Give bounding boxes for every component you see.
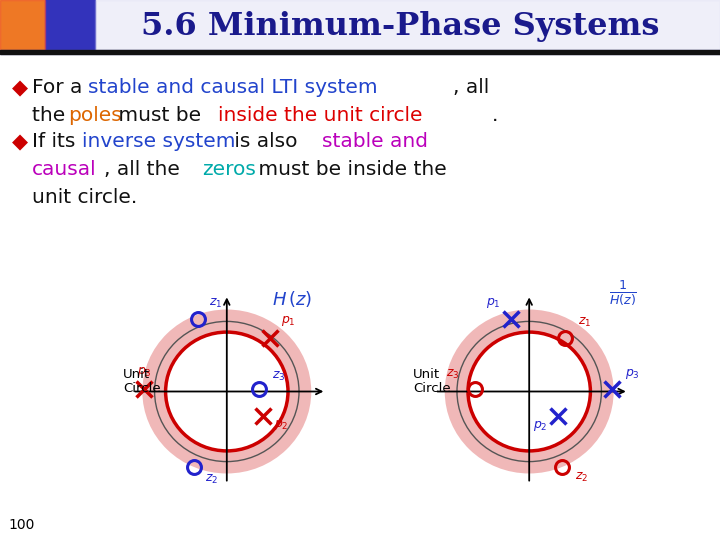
Bar	[0, 0, 45, 50]
Ellipse shape	[468, 332, 590, 451]
Text: must be inside the: must be inside the	[252, 160, 446, 179]
Bar	[0, 0, 45, 50]
Text: $\frac{1}{H(z)}$: $\frac{1}{H(z)}$	[609, 279, 636, 308]
Text: is also: is also	[228, 132, 304, 151]
Text: $z_{3}$: $z_{3}$	[446, 368, 460, 381]
Text: $z_{3}$: $z_{3}$	[272, 370, 286, 383]
Text: $z_{2}$: $z_{2}$	[575, 471, 588, 484]
Bar	[0, 50, 720, 54]
Text: must be: must be	[112, 106, 207, 125]
Text: ◆: ◆	[12, 78, 28, 98]
Text: unit circle.: unit circle.	[32, 188, 138, 207]
Text: $z_{1}$: $z_{1}$	[209, 298, 222, 310]
Text: $z_{1}$: $z_{1}$	[578, 316, 592, 329]
Text: Unit
Circle: Unit Circle	[413, 368, 451, 395]
Text: 100: 100	[8, 518, 35, 532]
Text: $p_{2}$: $p_{2}$	[533, 419, 547, 433]
Ellipse shape	[166, 332, 288, 451]
Text: causal: causal	[32, 160, 96, 179]
Text: the: the	[32, 106, 71, 125]
Text: For a: For a	[32, 78, 89, 97]
Bar	[45, 0, 95, 50]
Text: $p_{1}$: $p_{1}$	[281, 314, 295, 328]
Text: stable and: stable and	[322, 132, 428, 151]
Text: ◆: ◆	[12, 132, 28, 152]
Bar	[95, 0, 720, 50]
Text: poles: poles	[68, 106, 122, 125]
Text: $p_{2}$: $p_{2}$	[274, 418, 288, 432]
Text: 5.6 Minimum-Phase Systems: 5.6 Minimum-Phase Systems	[140, 10, 660, 42]
Text: Unit
Circle: Unit Circle	[122, 368, 161, 395]
Text: $p_{3}$: $p_{3}$	[137, 365, 152, 379]
Text: $p_{3}$: $p_{3}$	[625, 367, 640, 381]
Bar	[0, 50, 720, 54]
Text: .: .	[492, 106, 498, 125]
Text: $H\,(z)$: $H\,(z)$	[272, 289, 312, 309]
Text: zeros: zeros	[202, 160, 256, 179]
Text: $p_{1}$: $p_{1}$	[486, 296, 500, 310]
Text: , all: , all	[453, 78, 490, 97]
Text: , all the: , all the	[104, 160, 186, 179]
Text: If its: If its	[32, 132, 82, 151]
Text: $z_{2}$: $z_{2}$	[205, 473, 218, 486]
Text: inside the unit circle: inside the unit circle	[218, 106, 423, 125]
Ellipse shape	[445, 309, 613, 474]
Ellipse shape	[143, 309, 311, 474]
Text: inverse system: inverse system	[82, 132, 235, 151]
Text: stable and causal LTI system: stable and causal LTI system	[88, 78, 377, 97]
